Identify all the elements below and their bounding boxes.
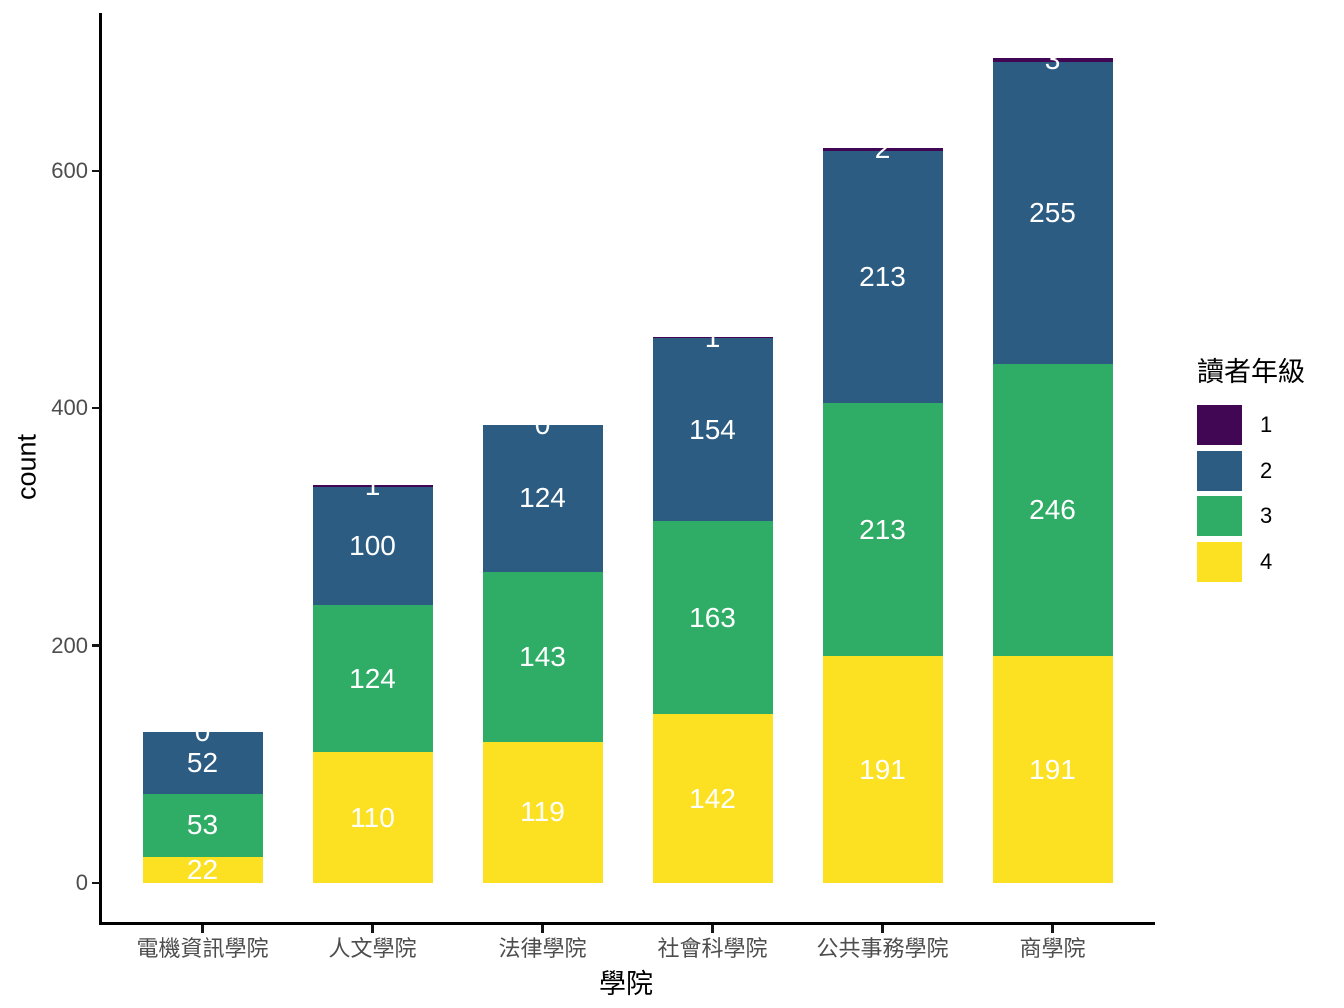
bar-value-label: 163: [689, 601, 736, 633]
bar-value-label: 3: [1044, 58, 1061, 75]
y-tick-label: 0: [75, 870, 88, 895]
bar-value-label: 119: [520, 796, 565, 828]
x-axis-line: [98, 922, 1155, 925]
bar-segment: [992, 364, 1113, 657]
bar-segment: [312, 752, 433, 883]
y-axis-line: [98, 13, 102, 925]
x-axis-title: 學院: [599, 969, 653, 999]
bar-segment: [822, 403, 943, 657]
legend-items: 1 2 3 4: [1197, 405, 1344, 582]
legend-item: 2: [1197, 450, 1344, 491]
bar-value-label: 52: [186, 747, 219, 779]
bar-segment: [822, 656, 943, 883]
bar-value-label: 0: [535, 425, 551, 441]
legend-key-swatch: [1197, 496, 1242, 536]
bar-segment: [992, 58, 1113, 62]
bar: 0 124 143 119: [482, 424, 603, 883]
legend-label: 4: [1260, 548, 1273, 574]
x-tick: [371, 925, 374, 933]
legend-item: 4: [1197, 541, 1344, 582]
legend-key-swatch: [1197, 450, 1242, 491]
y-axis-title: count: [11, 433, 42, 501]
bar-value-label: 191: [859, 753, 906, 785]
bar-value-label: 124: [519, 482, 566, 514]
legend: 讀者年級 1 2 3 4: [1197, 350, 1344, 587]
x-tick-label: 法律學院: [498, 936, 587, 961]
bar-segment: [482, 572, 603, 742]
legend-label: 3: [1260, 503, 1273, 528]
bar-segment: [992, 656, 1113, 883]
bar-segment: [142, 856, 263, 883]
legend-key-swatch: [1197, 541, 1242, 582]
legend-label: 2: [1260, 457, 1273, 483]
bar-segment: [652, 714, 773, 883]
bar-value-label: 124: [349, 662, 396, 694]
x-tick: [881, 925, 884, 933]
x-tick-label: 人文學院: [328, 936, 417, 961]
x-tick: [541, 925, 544, 933]
bar-value-label: 142: [689, 782, 736, 814]
bar-segment: [652, 520, 773, 715]
bar-value-label: 143: [519, 640, 566, 672]
bar-segment: [992, 61, 1113, 365]
x-tick-label: 公共事務學院: [816, 936, 949, 961]
y-tick-label: 200: [51, 632, 88, 658]
bar-value-label: 1: [704, 336, 721, 353]
legend-label: 1: [1260, 412, 1273, 437]
bar-segment: [822, 148, 943, 151]
legend-key-swatch: [1197, 405, 1242, 445]
y-tick-label: 600: [51, 157, 88, 183]
bar-segment: [142, 793, 263, 857]
bar-value-label: 154: [689, 413, 736, 445]
bar: 2 213 213 191: [822, 148, 943, 883]
x-tick: [201, 925, 204, 933]
bar-value-label: 246: [1029, 494, 1076, 526]
bar-value-label: 0: [195, 732, 211, 748]
bar-segment: [822, 150, 943, 404]
bar: 3 255 246 191: [992, 58, 1113, 883]
bar-value-label: 191: [1029, 753, 1076, 785]
bar-segment: [652, 336, 773, 339]
legend-title: 讀者年級: [1197, 357, 1305, 387]
bar-segment: [482, 424, 603, 572]
y-tick: [92, 169, 100, 173]
bar-value-label: 53: [186, 809, 219, 841]
bar: 1 154 163 142: [652, 336, 773, 883]
x-tick-label: 電機資訊學院: [136, 936, 269, 961]
bar-value-label: 2: [874, 148, 891, 165]
bar-value-label: 213: [859, 513, 906, 545]
bar: 1 100 124 110: [312, 485, 433, 883]
bar-value-label: 110: [350, 801, 395, 833]
bar-segment: [142, 732, 263, 794]
bar-value-label: 213: [859, 261, 906, 293]
y-tick: [92, 644, 100, 647]
bar-value-label: 255: [1029, 196, 1076, 228]
y-tick: [92, 406, 100, 410]
bar-segment: [312, 485, 433, 487]
legend-item: 1: [1197, 405, 1344, 445]
x-tick-label: 社會科學院: [657, 936, 768, 961]
y-tick: [92, 881, 100, 885]
bar-value-label: 1: [364, 485, 381, 501]
bar-value-label: 22: [186, 853, 219, 883]
bar: 052 53 22: [142, 732, 263, 883]
legend-item: 3: [1197, 496, 1344, 536]
bar-segment: [312, 605, 433, 753]
bar-segment: [652, 338, 773, 521]
x-tick: [1051, 925, 1054, 933]
bar-segment: [482, 741, 603, 883]
x-tick-label: 商學院: [1019, 936, 1086, 961]
bar-segment: [312, 486, 433, 606]
bar-value-label: 100: [349, 529, 396, 561]
y-tick-label: 400: [51, 395, 88, 421]
x-tick: [711, 925, 714, 933]
